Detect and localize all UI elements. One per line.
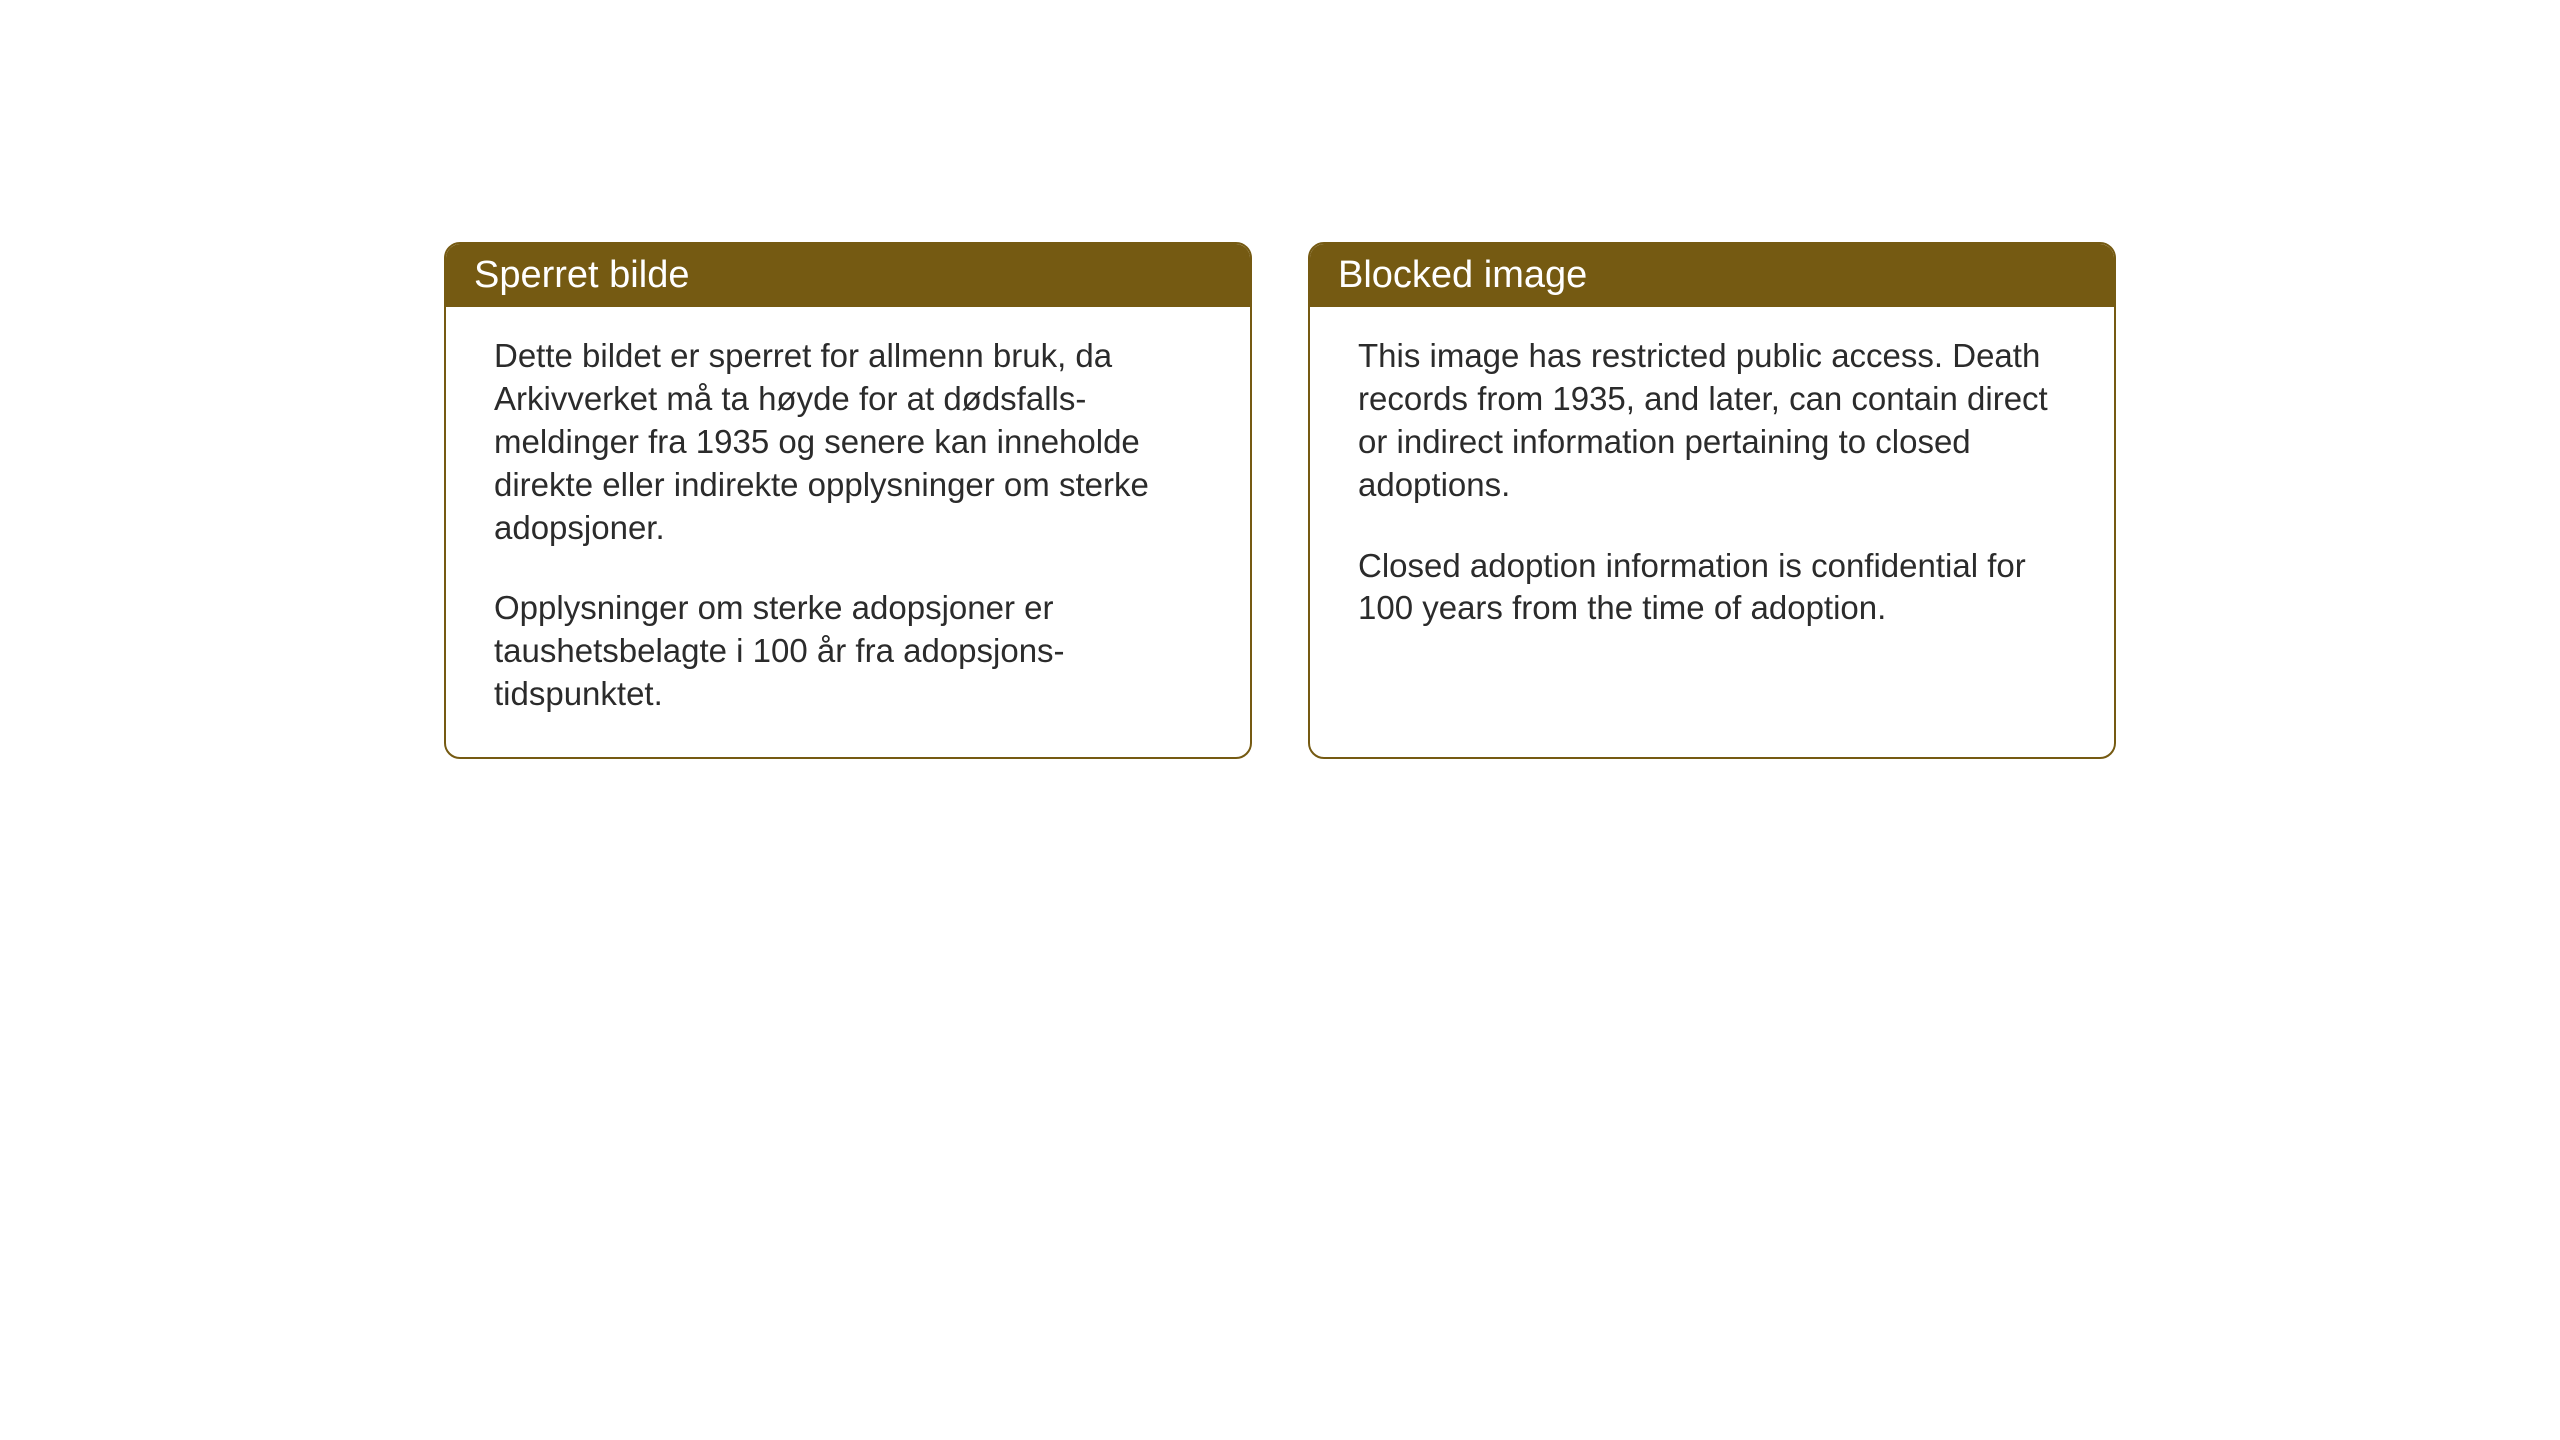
notice-header-norwegian: Sperret bilde bbox=[446, 244, 1250, 307]
notice-title-english: Blocked image bbox=[1338, 254, 1587, 296]
notice-title-norwegian: Sperret bilde bbox=[474, 254, 689, 296]
notice-paragraph-2-english: Closed adoption information is confident… bbox=[1358, 545, 2066, 631]
notice-header-english: Blocked image bbox=[1310, 244, 2114, 307]
notice-box-norwegian: Sperret bilde Dette bildet er sperret fo… bbox=[444, 242, 1252, 759]
notice-box-english: Blocked image This image has restricted … bbox=[1308, 242, 2116, 759]
notice-container: Sperret bilde Dette bildet er sperret fo… bbox=[444, 242, 2116, 759]
notice-body-norwegian: Dette bildet er sperret for allmenn bruk… bbox=[446, 307, 1250, 757]
notice-paragraph-1-english: This image has restricted public access.… bbox=[1358, 335, 2066, 507]
notice-body-english: This image has restricted public access.… bbox=[1310, 307, 2114, 757]
notice-paragraph-2-norwegian: Opplysninger om sterke adopsjoner er tau… bbox=[494, 587, 1202, 716]
notice-paragraph-1-norwegian: Dette bildet er sperret for allmenn bruk… bbox=[494, 335, 1202, 549]
